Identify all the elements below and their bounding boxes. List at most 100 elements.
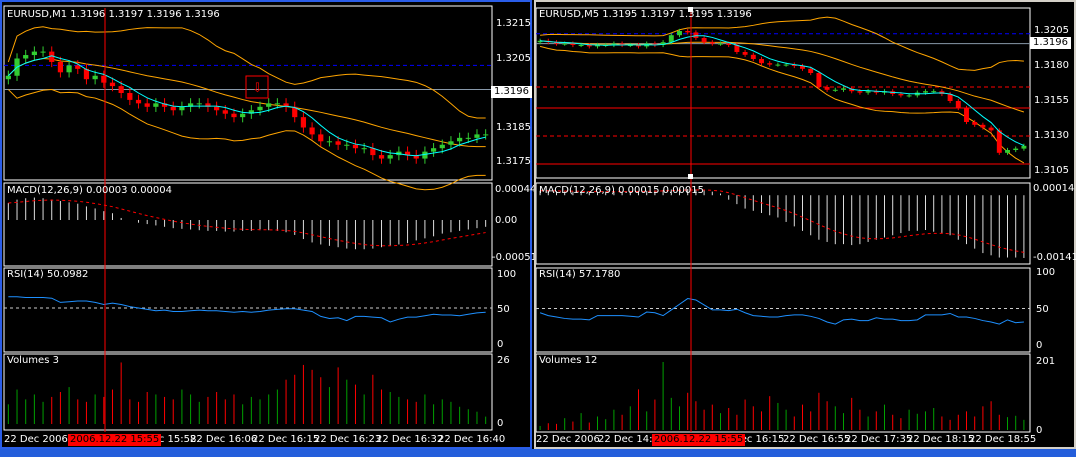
candle	[457, 137, 463, 142]
fractal-arrow-box	[245, 75, 269, 99]
candle	[562, 43, 568, 45]
chart-canvas-m5[interactable]	[536, 2, 1074, 447]
candle	[595, 45, 600, 47]
candle	[214, 106, 220, 111]
candle	[611, 43, 617, 45]
bollinger-lower	[539, 45, 1025, 164]
candle	[627, 45, 633, 46]
candle	[693, 32, 699, 38]
candle	[257, 106, 263, 111]
volume-label: Volumes 12	[539, 355, 598, 366]
candle	[49, 51, 55, 62]
candle	[865, 91, 871, 93]
candle	[387, 155, 393, 159]
candle	[109, 82, 116, 87]
candle	[266, 103, 272, 107]
candle	[873, 91, 879, 93]
candle	[677, 31, 682, 36]
macd-label: MACD(12,26,9) 0.00003 0.00004	[7, 185, 173, 196]
candle	[66, 65, 72, 73]
candle	[439, 144, 445, 149]
candle	[964, 108, 969, 122]
candle	[726, 43, 732, 45]
candle	[83, 68, 90, 80]
chart-window-eurusd-m5[interactable]: EURUSD,M5 1.3195 1.3197 1.3195 1.3196 MA…	[534, 0, 1076, 449]
candle	[283, 103, 289, 107]
candle	[40, 51, 46, 53]
candle	[326, 141, 333, 143]
price-tick: 1.3205	[1034, 25, 1069, 36]
candle	[980, 124, 986, 128]
candle	[816, 73, 822, 87]
cursor-time-tag: 2006.12.22 15:55	[652, 434, 746, 446]
candle	[931, 91, 937, 93]
candle	[404, 151, 411, 156]
candle	[483, 134, 489, 136]
rsi-tick: 100	[1036, 267, 1056, 278]
candle	[808, 68, 814, 73]
pane-frame	[3, 267, 493, 353]
candle	[92, 75, 98, 80]
candle	[413, 155, 419, 159]
volume-tick: 0	[497, 418, 504, 429]
time-label: 22 Dec 16:32	[376, 434, 444, 445]
candle	[31, 51, 37, 56]
macd-tick: -0.00141	[1033, 252, 1076, 263]
chart-canvas-m1[interactable]: ⇩	[2, 2, 530, 447]
candle	[57, 61, 64, 73]
bollinger-lower	[7, 88, 486, 191]
time-label: Dec 16:15	[733, 434, 785, 445]
bollinger-upper	[7, 26, 486, 119]
moving-average-line	[540, 35, 1025, 146]
time-label: 22 Dec 2006	[536, 434, 600, 445]
candle	[750, 54, 756, 59]
taskbar	[0, 449, 1076, 457]
time-label: 22 Dec 18:55	[969, 434, 1037, 445]
candle	[537, 40, 543, 43]
rsi-tick: 0	[1036, 340, 1043, 351]
candle	[187, 103, 194, 107]
crosshair-handle	[688, 7, 693, 12]
pane-frame	[3, 182, 493, 267]
candle	[422, 151, 428, 159]
rsi-tick: 50	[1036, 304, 1049, 315]
candle	[718, 43, 723, 45]
crosshair-handle	[688, 174, 693, 179]
chart-window-eurusd-m1[interactable]: ⇩ EURUSD,M1 1.3196 1.3197 1.3196 1.3196 …	[0, 0, 537, 449]
candle	[318, 134, 324, 142]
pane-frame	[3, 353, 493, 431]
rsi-tick: 50	[497, 304, 510, 315]
candle	[170, 106, 176, 111]
candle	[240, 113, 246, 118]
candle	[586, 45, 592, 47]
candle	[832, 89, 838, 91]
candle	[222, 110, 228, 114]
candle	[127, 93, 133, 100]
candle	[824, 87, 830, 90]
price-tick: 1.3185	[496, 121, 531, 133]
candle	[153, 103, 159, 107]
rsi-label: RSI(14) 57.1780	[539, 269, 621, 280]
rsi-line	[539, 298, 1024, 325]
candle	[23, 55, 29, 59]
candle	[988, 127, 994, 131]
candle	[898, 94, 904, 96]
candle	[352, 144, 359, 149]
candle	[578, 45, 584, 46]
time-label: 22 Dec 17:35	[845, 434, 913, 445]
candle	[759, 59, 764, 64]
candle	[775, 64, 781, 66]
rsi-tick: 0	[497, 339, 504, 350]
candle	[1005, 150, 1010, 153]
candle	[135, 99, 142, 104]
bollinger-middle	[7, 57, 486, 148]
candle	[849, 88, 855, 92]
candle	[800, 66, 805, 69]
macd-label: MACD(12,26,9) 0.00015 0.00015	[539, 185, 705, 196]
current-price-label: 1.3196	[491, 86, 532, 98]
price-tick: 1.3180	[1034, 60, 1069, 71]
candle	[474, 134, 480, 138]
macd-tick: 0.00014	[1033, 183, 1075, 194]
current-price-label: 1.3196	[1030, 37, 1071, 49]
candle	[652, 43, 658, 45]
